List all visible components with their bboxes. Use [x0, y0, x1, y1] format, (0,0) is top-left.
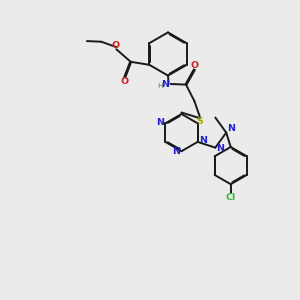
Text: O: O — [112, 40, 120, 50]
Text: O: O — [191, 61, 199, 70]
Text: H: H — [158, 82, 163, 88]
Text: N: N — [199, 136, 207, 145]
Text: N: N — [156, 118, 164, 127]
Text: N: N — [216, 144, 224, 153]
Text: N: N — [172, 147, 180, 156]
Text: N: N — [161, 80, 169, 88]
Text: O: O — [121, 77, 129, 86]
Text: Cl: Cl — [226, 193, 236, 202]
Text: N: N — [227, 124, 235, 134]
Text: S: S — [196, 117, 203, 126]
